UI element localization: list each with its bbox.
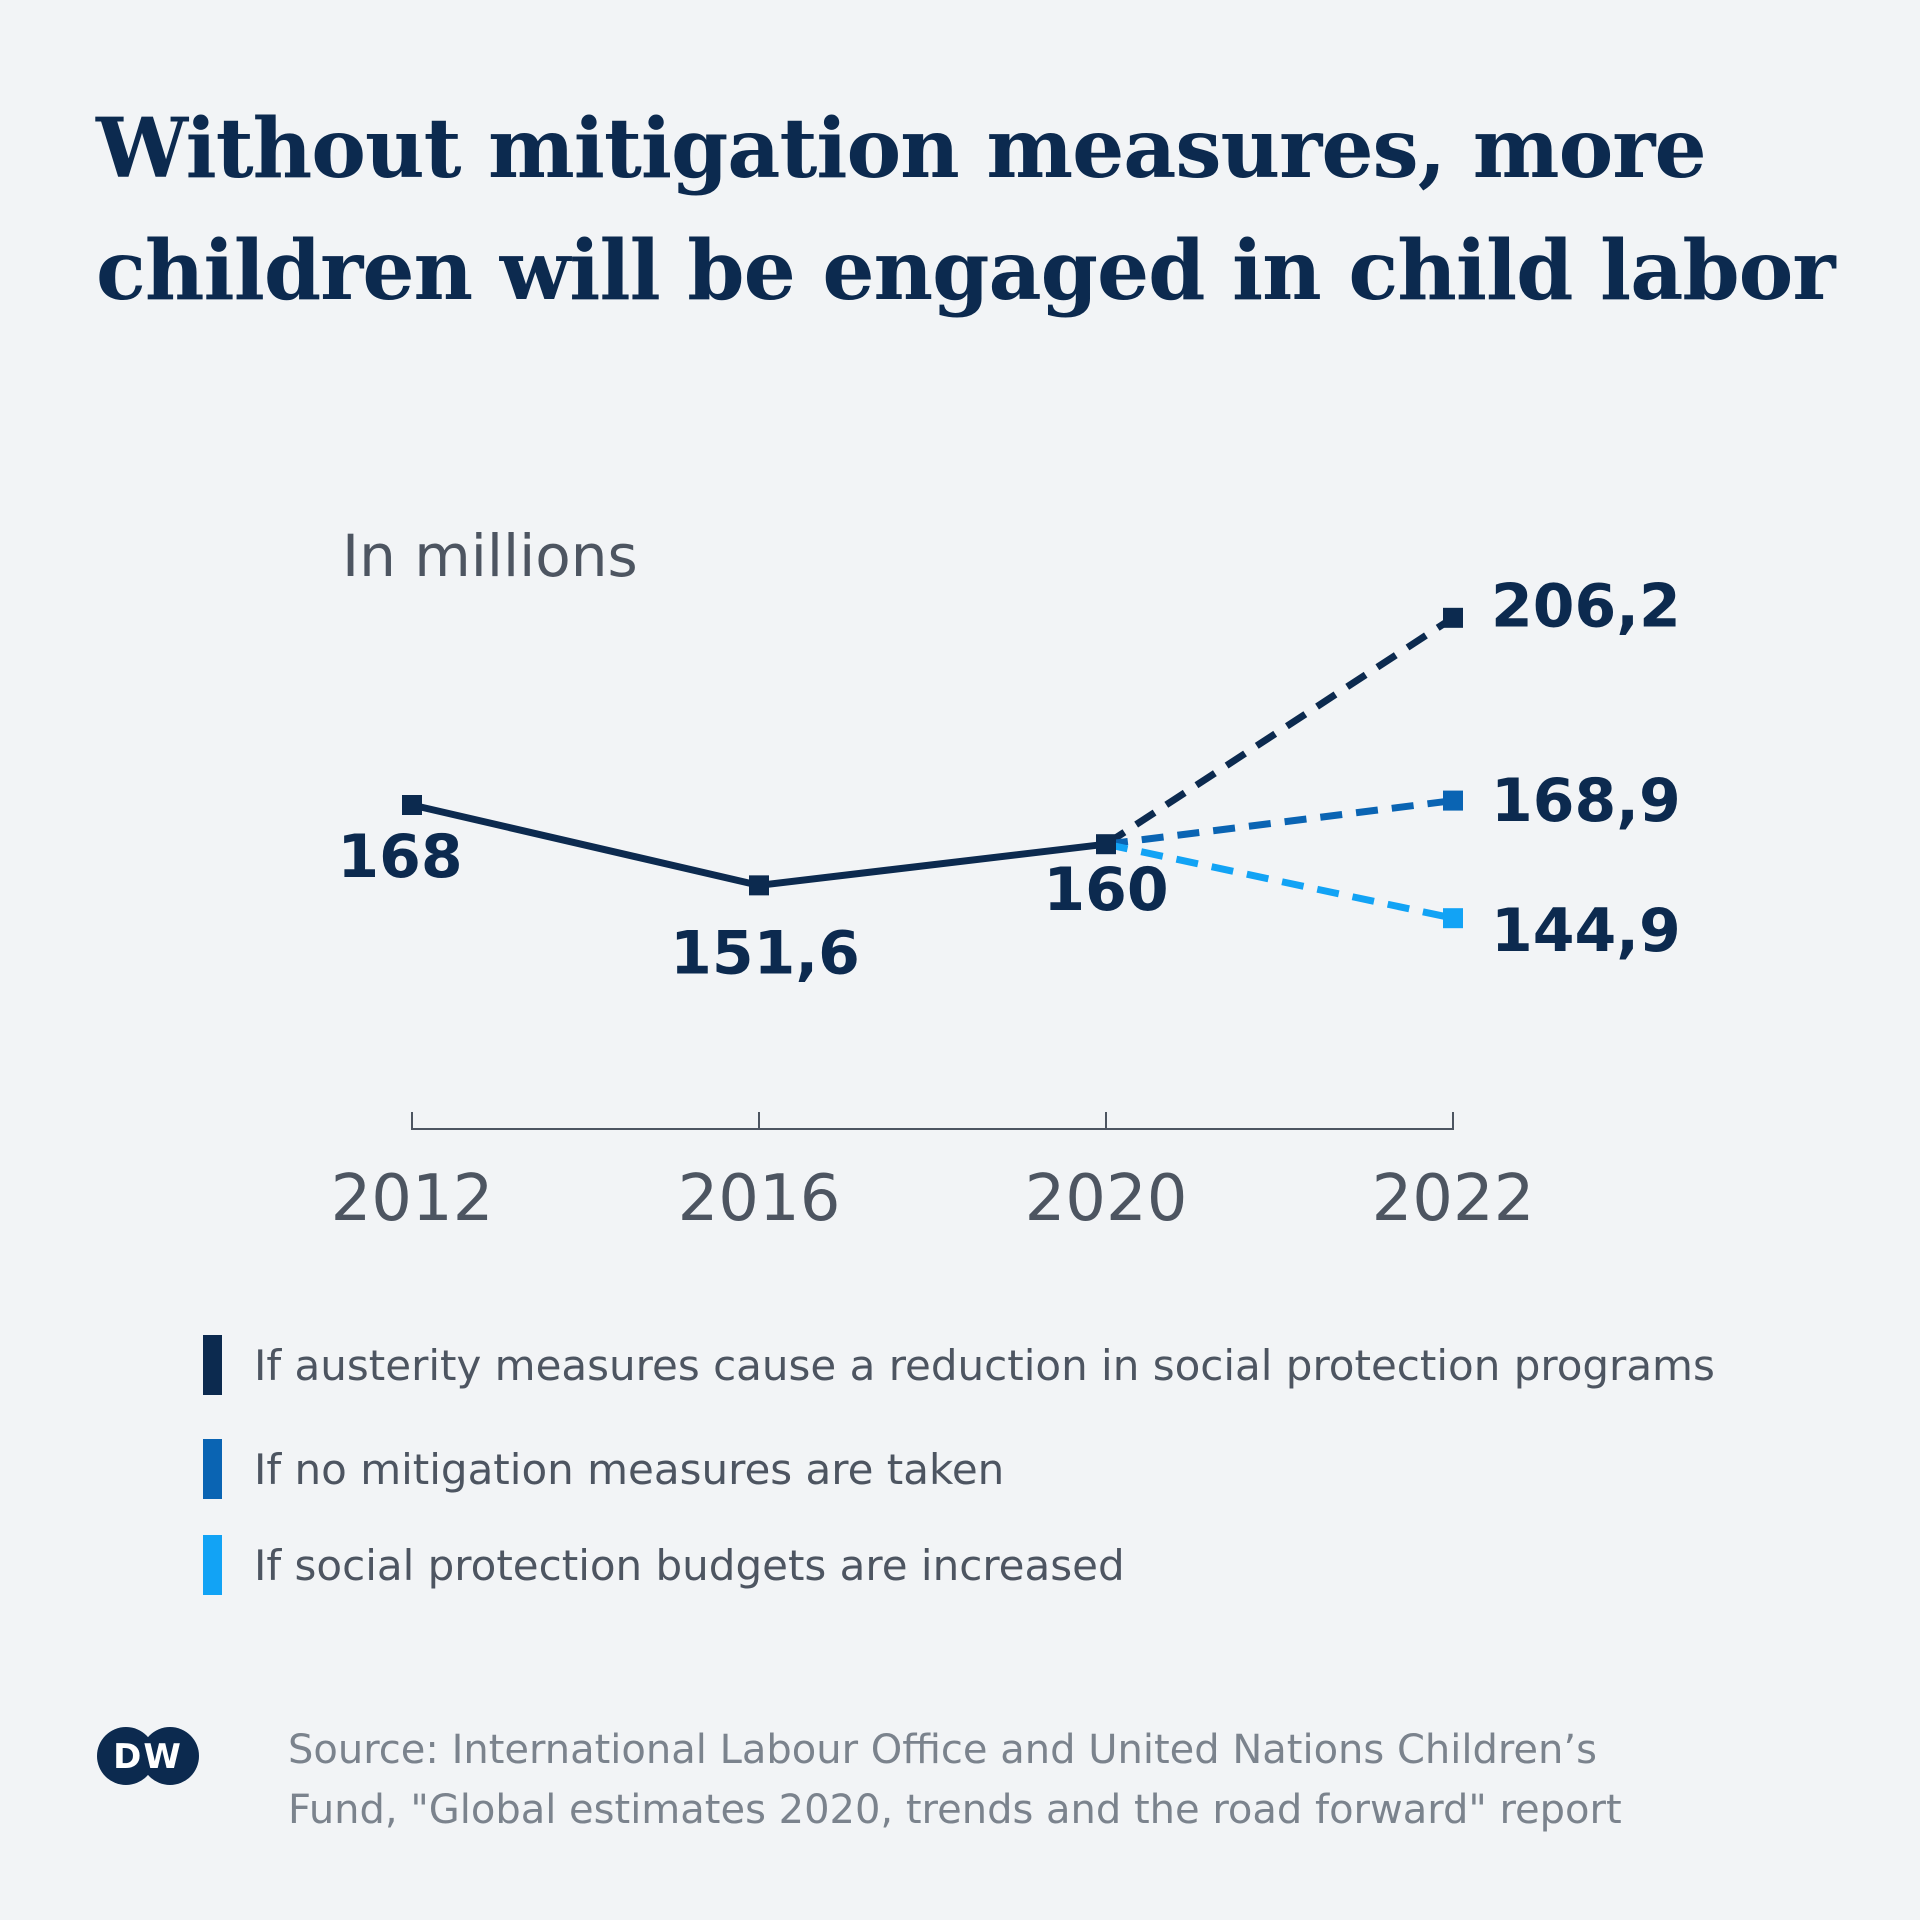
y-axis-unit-label: In millions: [342, 522, 638, 590]
historical-value-label-2012: 168: [337, 822, 462, 892]
series-line-2: [1105, 840, 1454, 922]
legend-item-2: If social protection budgets are increas…: [203, 1535, 1125, 1595]
historical-marker-2020: [1096, 834, 1116, 855]
chart-title: Without mitigation measures, more childr…: [96, 101, 1836, 319]
legend-swatch-1: [203, 1439, 222, 1499]
series-end-marker-1: [1443, 790, 1463, 811]
historical-marker-2016: [749, 875, 769, 896]
legend-label-0: If austerity measures cause a reduction …: [254, 1340, 1715, 1390]
legend-item-1: If no mitigation measures are taken: [203, 1439, 1004, 1499]
historical-marker-2012: [402, 795, 422, 815]
legend-item-0: If austerity measures cause a reduction …: [203, 1335, 1715, 1395]
series-end-label-2: 144,9: [1491, 896, 1681, 966]
series-end-label-1: 168,9: [1491, 766, 1681, 836]
legend-swatch-2: [203, 1535, 222, 1595]
historical-line: [411, 801, 1107, 889]
historical-value-label-2016: 151,6: [670, 918, 860, 988]
source-line-1: Source: International Labour Office and …: [288, 1727, 1597, 1773]
x-tick-label-2012: 2012: [331, 1162, 494, 1236]
legend-label-1: If no mitigation measures are taken: [254, 1444, 1005, 1494]
series-end-marker-2: [1443, 908, 1463, 929]
legend-swatch-0: [203, 1335, 222, 1395]
source-line-2: Fund, "Global estimates 2020, trends and…: [288, 1787, 1622, 1833]
legend-label-2: If social protection budgets are increas…: [254, 1540, 1125, 1590]
series-line-0: [1104, 614, 1455, 848]
series-end-label-0: 206,2: [1491, 571, 1681, 641]
dw-logo-text: DW: [113, 1737, 183, 1777]
source-note: Source: International Labour Office and …: [288, 1720, 1888, 1840]
dw-logo: DW: [97, 1727, 199, 1785]
x-tick-label-2020: 2020: [1025, 1162, 1188, 1236]
x-tick-label-2022: 2022: [1372, 1162, 1535, 1236]
series-end-marker-0: [1443, 607, 1463, 628]
x-tick-label-2016: 2016: [678, 1162, 841, 1236]
historical-value-label-2020: 160: [1043, 855, 1168, 925]
series-line-1: [1105, 797, 1454, 848]
